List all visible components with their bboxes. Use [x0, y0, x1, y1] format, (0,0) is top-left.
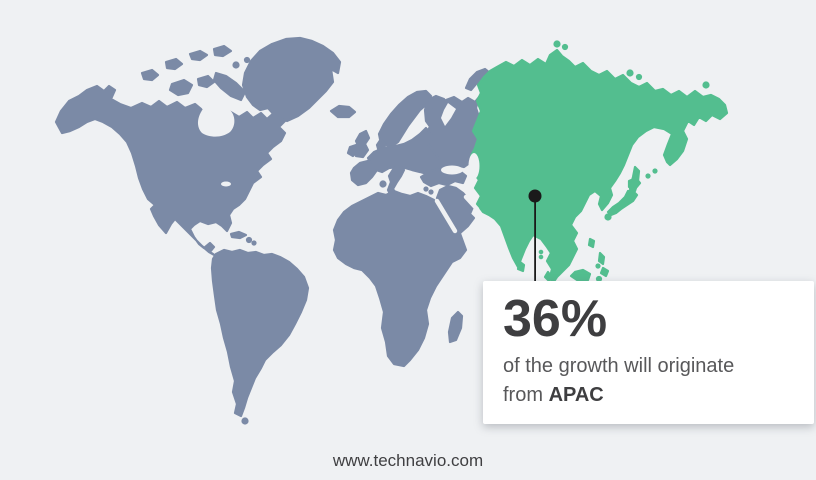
- persian-gulf: [463, 194, 480, 212]
- apac-marker-dot: [528, 189, 542, 203]
- north-america: [54, 84, 291, 258]
- arctic-islet: [232, 61, 240, 69]
- taiwan: [587, 237, 596, 249]
- honshu: [606, 189, 639, 217]
- stat-region-label: APAC: [548, 384, 604, 407]
- callout-connector-line: [534, 196, 536, 281]
- caspian-sea: [468, 153, 480, 179]
- black-sea: [441, 165, 463, 175]
- madagascar: [447, 310, 464, 344]
- iberia: [349, 159, 379, 187]
- asia-mainland: [469, 48, 729, 285]
- severnaya-zemlya: [553, 40, 561, 48]
- caribbean-island: [251, 240, 257, 246]
- arctic-islands: [140, 44, 247, 102]
- sardinia: [379, 180, 387, 188]
- white-sea: [441, 103, 456, 126]
- apac-marker-group: [528, 189, 542, 281]
- great-lakes: [221, 181, 231, 187]
- stat-value: 36%: [503, 290, 608, 348]
- great-britain: [354, 129, 371, 159]
- luzon: [597, 251, 606, 266]
- stat-description-line1: of the growth will originate: [503, 355, 735, 378]
- sea-overlays: [197, 100, 658, 234]
- andaman-island: [538, 249, 544, 255]
- hokkaido: [627, 176, 642, 191]
- iceland: [329, 104, 357, 119]
- africa: [332, 189, 468, 368]
- stat-description: of the growth will originate from APAC: [503, 352, 814, 410]
- borneo: [569, 268, 592, 282]
- sri-lanka: [516, 260, 526, 273]
- kuril-island: [645, 173, 651, 179]
- greek-island: [423, 186, 429, 192]
- hudson-bay: [197, 105, 235, 137]
- western-russia: [426, 95, 483, 170]
- caribbean-island: [245, 236, 253, 244]
- europe-mainland: [366, 126, 448, 176]
- mindanao: [599, 266, 610, 278]
- greenland: [241, 36, 342, 123]
- hainan: [569, 243, 577, 251]
- sea-of-okhotsk: [634, 136, 658, 168]
- severnaya-zemlya: [561, 43, 569, 51]
- stat-description-prefix: from: [503, 384, 549, 407]
- stat-card: 36% of the growth will originate from AP…: [483, 281, 814, 424]
- andaman-island: [538, 254, 544, 260]
- south-america: [210, 248, 310, 418]
- new-siberian-island: [626, 69, 634, 77]
- philippine-islet: [595, 263, 601, 269]
- kuril-island: [652, 168, 658, 174]
- ireland: [346, 143, 360, 158]
- arctic-islet: [243, 56, 251, 64]
- cuba: [229, 230, 248, 240]
- tierra-del-fuego: [241, 417, 249, 425]
- apac-islands: [516, 40, 710, 283]
- world-landmass: [54, 36, 492, 425]
- greek-island: [428, 189, 434, 195]
- apac-region: [469, 48, 729, 285]
- red-sea: [434, 198, 458, 234]
- new-siberian-island: [635, 73, 643, 81]
- hudson-strait: [217, 100, 235, 110]
- website-caption: www.technavio.com: [332, 451, 484, 470]
- kyushu: [604, 213, 612, 221]
- wrangel-island: [702, 81, 710, 89]
